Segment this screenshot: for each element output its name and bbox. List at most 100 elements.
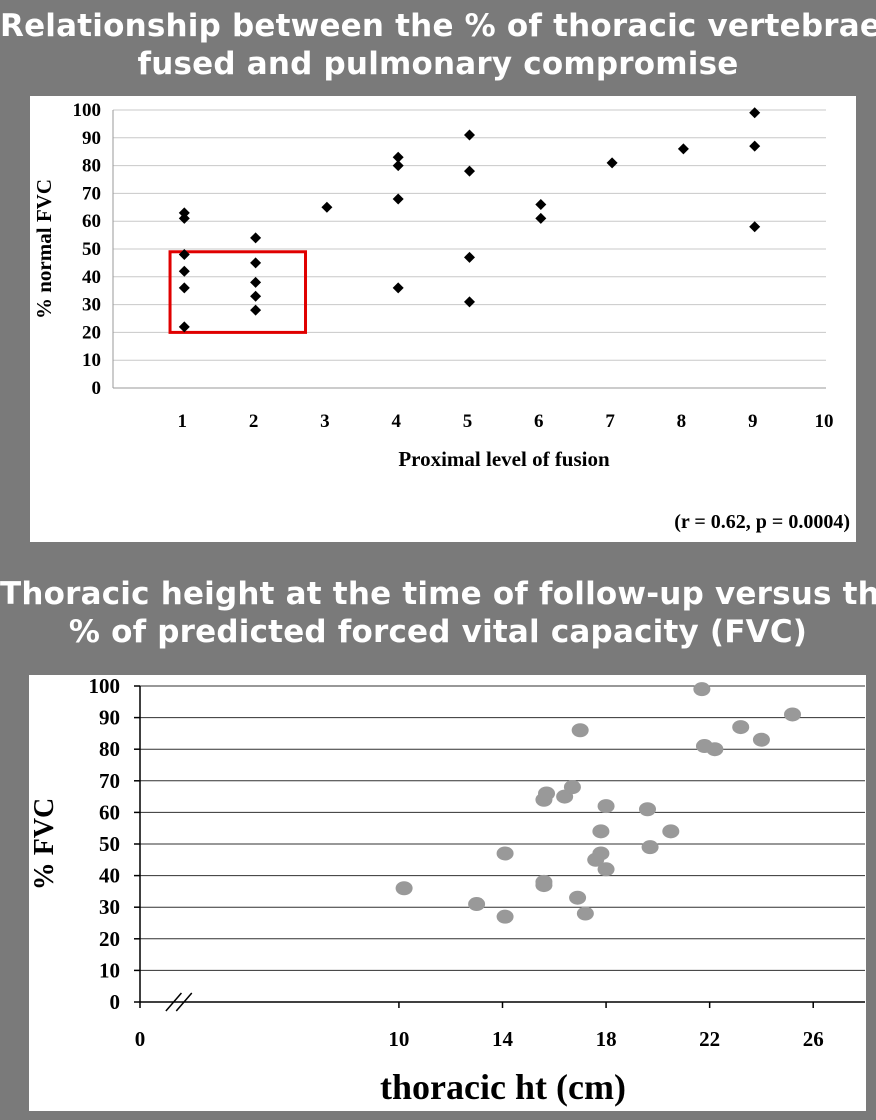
data-point [677,143,689,155]
data-point [571,723,589,738]
data-point [250,276,262,288]
x-tick-label: 8 [677,411,687,432]
data-point [538,786,556,801]
data-point [464,129,475,141]
y-tick-label: 30 [82,295,101,316]
bottom-chart-title: Thoracic height at the time of follow-up… [0,576,876,652]
data-point [749,140,761,152]
data-point [178,282,190,294]
data-point [250,257,262,269]
data-point [535,878,553,893]
bottom-scatter-chart: 0 10 20 30 40 50 60 70 80 90 100 0 10 14 18 22 26 thoraci… [29,675,865,1107]
data-point [732,720,750,735]
y-tick-label: 80 [99,737,120,761]
top-scatter-chart: 0 10 20 30 40 50 60 70 80 90 100 1 2 3 4 5 6 7 8 9 10 Proxima… [32,100,850,533]
y-tick-label: 100 [89,675,121,698]
y-tick-label: 0 [92,378,102,399]
data-point [496,846,514,861]
correlation-annotation: (r = 0.62, p = 0.0004) [674,511,850,533]
x-axis-label: Proximal level of fusion [398,447,610,471]
y-tick-label: 0 [110,990,121,1014]
y-tick-label: 40 [82,267,101,288]
x-tick-label: 9 [748,411,758,432]
x-tick-label: 10 [815,411,834,432]
y-tick-label: 70 [82,183,101,204]
data-point [597,799,615,814]
x-tick-label: 14 [492,1027,514,1051]
top-chart-panel: 0 10 20 30 40 50 60 70 80 90 100 1 2 3 4 5 6 7 8 9 10 Proxima… [30,96,856,542]
y-tick-label: 40 [99,864,120,888]
y-tick-label: 50 [99,832,120,856]
data-point [606,157,618,169]
data-point [563,780,581,795]
data-point [178,249,190,261]
y-tick-label: 60 [82,211,101,232]
y-tick-label: 80 [82,156,101,177]
top-chart-title-line-2: fused and pulmonary compromise [137,45,739,82]
data-point [468,897,486,912]
x-tick-label: 26 [803,1027,824,1051]
x-tick-label: 3 [320,411,330,432]
bottom-chart-title-line-1: Thoracic height at the time of follow-up… [0,576,876,612]
data-point [749,107,761,119]
data-point [250,232,262,244]
data-point [178,207,190,219]
data-point [535,199,547,211]
data-point [178,321,190,333]
y-tick-label: 90 [99,706,120,730]
data-point [464,251,475,263]
axis-break-mark [165,992,182,1012]
data-point [392,282,404,294]
data-point [641,840,659,855]
x-tick-label: 4 [391,411,401,432]
data-point [662,824,680,839]
y-tick-label: 10 [99,958,120,982]
y-tick-label: 60 [99,800,120,824]
data-point [178,212,190,224]
y-tick-label: 20 [82,322,101,343]
data-point [749,221,761,233]
data-point [752,732,770,747]
x-axis-label: thoracic ht (cm) [380,1067,626,1107]
data-point [592,824,610,839]
y-tick-label: 30 [99,895,120,919]
data-point [392,160,404,172]
x-tick-label: 22 [699,1027,720,1051]
data-point [569,890,587,905]
x-tick-label: 1 [178,411,188,432]
x-tick-label: 5 [463,411,473,432]
data-point [250,304,262,316]
y-axis-label: % FVC [29,798,60,891]
data-point [464,296,475,308]
y-tick-label: 10 [82,350,101,371]
y-tick-label: 100 [73,100,102,121]
data-point [496,909,514,924]
data-point [693,682,711,697]
x-tick-label: 0 [135,1027,146,1051]
x-tick-label: 18 [596,1027,617,1051]
y-tick-label: 90 [82,128,101,149]
axis-break-mark [175,992,193,1012]
data-point [597,862,615,877]
data-point [784,707,801,722]
data-point [250,290,262,302]
data-point [395,881,413,896]
x-tick-label: 6 [534,411,544,432]
data-point [321,201,333,213]
bottom-chart-title-line-2: % of predicted forced vital capacity (FV… [68,613,808,650]
data-point [706,742,724,757]
x-tick-label: 10 [388,1027,409,1051]
y-tick-label: 50 [82,239,101,260]
x-tick-label: 2 [249,411,259,432]
data-point [392,193,404,205]
bottom-chart-panel: 0 10 20 30 40 50 60 70 80 90 100 0 10 14 18 22 26 thoraci… [29,675,866,1111]
data-point [178,265,190,277]
data-point [639,802,656,817]
data-point [576,906,594,921]
top-chart-title: Relationship between the % of thoracic v… [0,8,876,84]
x-tick-label: 7 [605,411,615,432]
data-point [535,212,547,224]
y-tick-label: 20 [99,927,120,951]
highlight-box [168,250,308,334]
y-tick-label: 70 [99,769,120,793]
